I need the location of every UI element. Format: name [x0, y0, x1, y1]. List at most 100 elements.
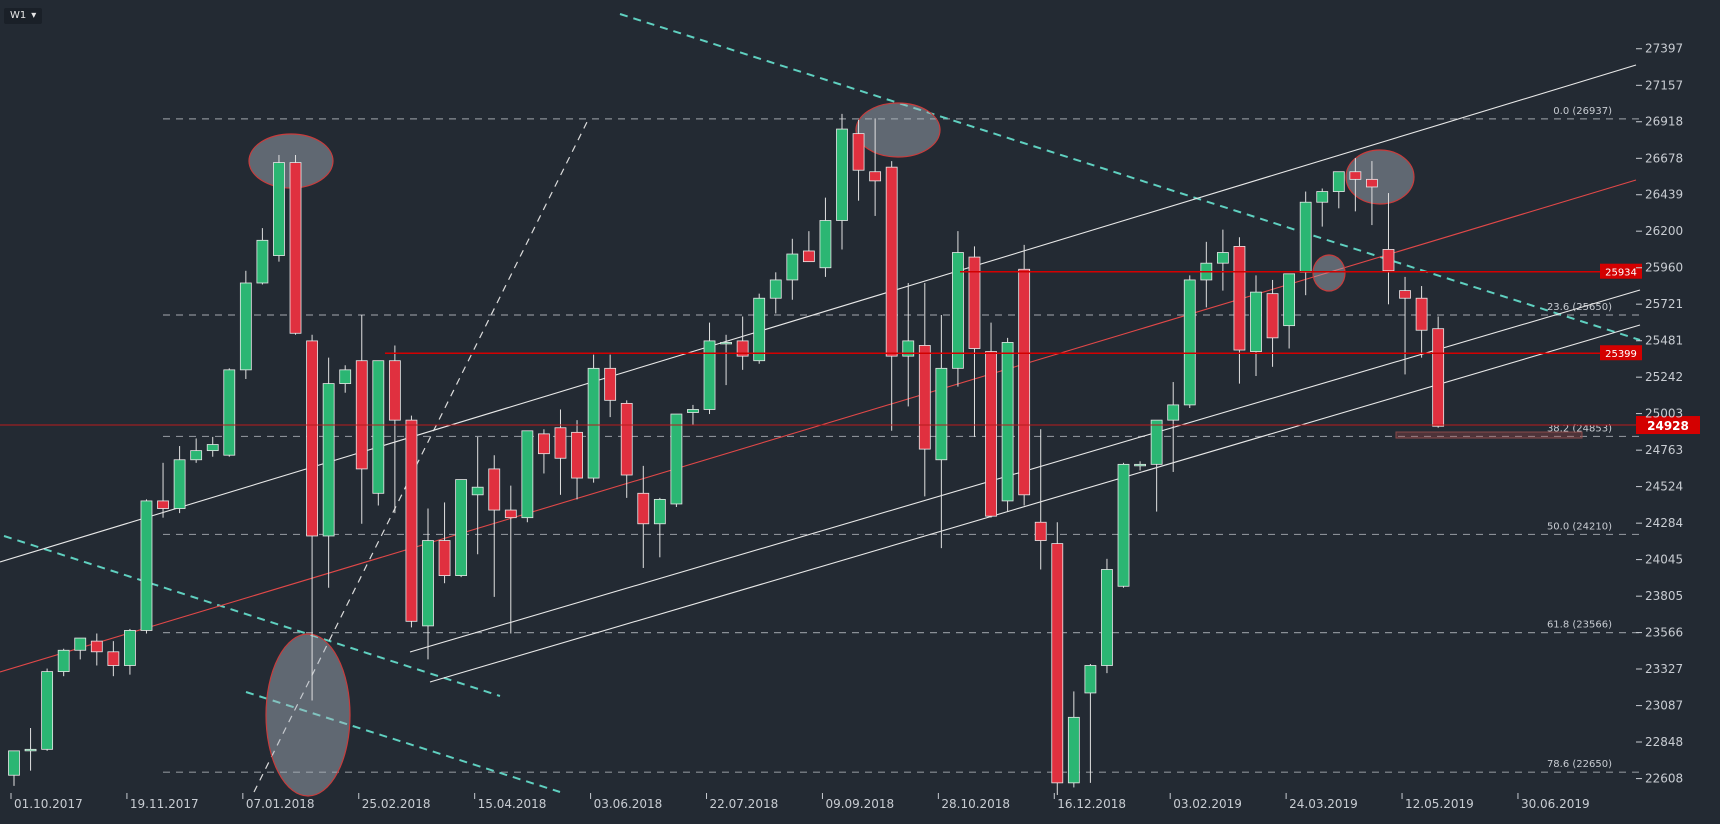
- bear-candle: [1366, 178, 1378, 188]
- x-axis-tick-label: 07.01.2018: [246, 797, 315, 811]
- bull-candle: [935, 367, 948, 461]
- bull-candle: [1299, 201, 1312, 273]
- fib-level-label: 78.6 (22650): [1547, 759, 1612, 770]
- price-level-tag: [1600, 263, 1642, 279]
- highlight-ellipse: [1345, 149, 1415, 205]
- bull-candle: [1150, 419, 1163, 465]
- y-axis-tick-label: 27157: [1645, 78, 1683, 92]
- fib-level-label: 0.0 (26937): [1553, 106, 1612, 117]
- bull-candle: [687, 409, 699, 413]
- bear-candle: [289, 162, 302, 334]
- y-axis-tick-label: 26918: [1645, 115, 1683, 129]
- y-axis-tick-label: 23327: [1645, 662, 1683, 676]
- x-axis-tick-label: 16.12.2018: [1057, 797, 1126, 811]
- x-axis-tick-label: 12.05.2019: [1405, 797, 1474, 811]
- bull-candle: [1332, 171, 1345, 192]
- y-axis-tick-label: 22848: [1645, 735, 1683, 749]
- bear-candle: [637, 492, 650, 525]
- bull-candle: [720, 342, 732, 345]
- fib-level-label: 38.2 (24853): [1547, 423, 1612, 434]
- bull-candle: [57, 649, 70, 673]
- x-axis-tick-label: 09.09.2018: [825, 797, 894, 811]
- y-axis-tick-label: 26200: [1645, 224, 1683, 238]
- bear-candle: [438, 540, 451, 576]
- bear-candle: [554, 427, 567, 459]
- caret-down-icon: ▾: [31, 10, 37, 21]
- x-axis-tick-label: 22.07.2018: [710, 797, 779, 811]
- bear-candle: [852, 133, 865, 171]
- bull-candle: [273, 162, 285, 256]
- bear-candle: [1018, 268, 1031, 496]
- bull-candle: [339, 369, 352, 384]
- fib-level-label: 50.0 (24210): [1547, 521, 1612, 532]
- bull-candle: [1216, 252, 1229, 264]
- bull-candle: [471, 486, 484, 496]
- bull-candle: [521, 430, 534, 519]
- bear-candle: [488, 468, 501, 511]
- bear-candle: [538, 433, 550, 455]
- bull-candle: [703, 340, 716, 410]
- highlight-ellipse: [1312, 254, 1346, 292]
- y-axis-tick-label: 24045: [1645, 553, 1683, 567]
- bull-candle: [1134, 463, 1146, 467]
- y-axis-tick-label: 22608: [1645, 772, 1683, 786]
- y-axis-tick-label: 24524: [1645, 480, 1683, 494]
- bull-candle: [372, 360, 385, 494]
- bull-candle: [1067, 716, 1080, 784]
- current-price-label: 24928: [1647, 419, 1689, 433]
- bear-candle: [1432, 328, 1445, 427]
- bull-candle: [819, 220, 832, 269]
- bear-candle: [802, 250, 815, 263]
- bull-candle: [173, 459, 186, 509]
- bull-candle: [140, 500, 153, 631]
- bear-candle: [1233, 246, 1246, 351]
- highlight-ellipse: [265, 633, 351, 797]
- bear-candle: [405, 419, 418, 622]
- x-axis-tick-label: 15.04.2018: [478, 797, 547, 811]
- bear-candle: [1034, 521, 1047, 541]
- bull-candle: [653, 498, 666, 525]
- bull-candle: [1167, 404, 1180, 421]
- x-axis-tick-label: 01.10.2017: [14, 797, 83, 811]
- x-axis-tick-label: 25.02.2018: [362, 797, 431, 811]
- y-axis-tick-label: 26678: [1645, 151, 1683, 165]
- bear-candle: [1266, 293, 1279, 339]
- bear-candle: [1382, 249, 1395, 272]
- bull-candle: [256, 239, 269, 284]
- bull-candle: [74, 637, 87, 651]
- dashed-trendline: [253, 119, 589, 793]
- y-axis-tick-label: 26439: [1645, 188, 1683, 202]
- bull-candle: [223, 369, 236, 456]
- price-level-tag-label: 25399: [1605, 349, 1637, 360]
- bull-candle: [41, 671, 54, 750]
- y-axis-tick-label: 25481: [1645, 334, 1683, 348]
- bear-candle: [620, 402, 633, 476]
- bear-candle: [869, 171, 882, 182]
- bear-candle: [968, 256, 981, 349]
- y-axis-tick-label: 25003: [1645, 407, 1683, 421]
- bull-candle: [422, 540, 434, 627]
- bear-candle: [1415, 297, 1428, 331]
- bull-candle: [836, 128, 848, 221]
- y-axis-tick-label: 23566: [1645, 626, 1683, 640]
- bull-candle: [322, 383, 335, 537]
- timeframe-selector[interactable]: W1 ▾: [4, 8, 43, 24]
- x-axis-tick-label: 24.03.2019: [1289, 797, 1358, 811]
- bull-candle: [952, 252, 964, 369]
- bull-candle: [753, 297, 766, 362]
- y-axis-tick-label: 24284: [1645, 516, 1683, 530]
- bull-candle: [670, 413, 683, 505]
- bear-candle: [1349, 171, 1362, 180]
- bear-candle: [107, 651, 120, 666]
- bull-candle: [1250, 291, 1262, 352]
- teal-trendline: [619, 13, 1641, 341]
- x-axis-tick-label: 28.10.2018: [941, 797, 1010, 811]
- bear-candle: [571, 431, 583, 479]
- bear-candle: [604, 367, 617, 401]
- bull-candle: [902, 340, 915, 357]
- bull-candle: [190, 450, 203, 461]
- bull-candle: [8, 750, 20, 776]
- bull-candle: [1117, 463, 1130, 587]
